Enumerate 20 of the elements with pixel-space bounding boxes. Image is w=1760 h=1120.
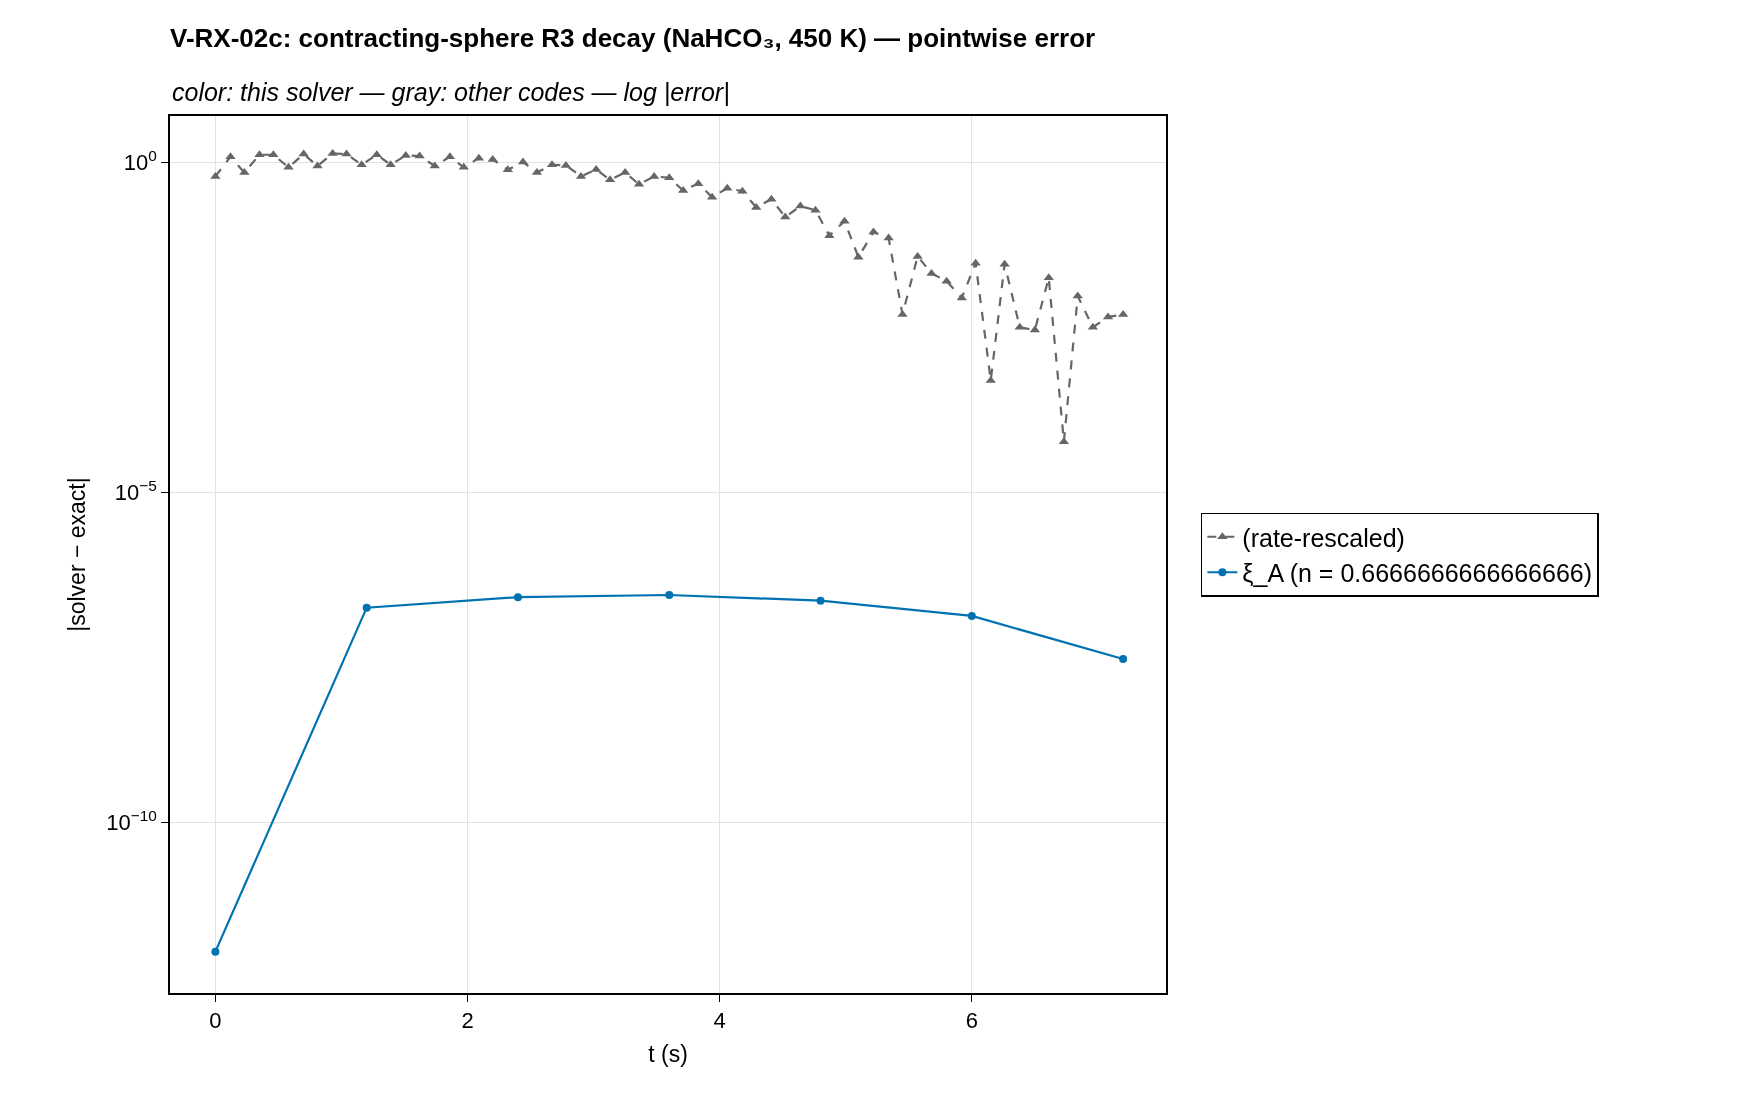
point xyxy=(1119,655,1128,664)
x-tick-label: 6 xyxy=(965,1008,978,1034)
x-tick-label: 2 xyxy=(461,1008,474,1034)
x-tick-label: 4 xyxy=(713,1008,726,1034)
x-axis-title: t (s) xyxy=(648,1041,688,1068)
point xyxy=(362,603,371,612)
y-tick-label: 10$^{0}$ xyxy=(123,147,157,176)
y-tick-label: 10$^{−5}$ xyxy=(114,477,157,506)
y-tick-label: 10$^{−10}$ xyxy=(106,806,157,836)
legend-label: ξ_A (n = 0.6666666666666666) xyxy=(1242,559,1593,587)
point xyxy=(967,611,976,620)
point xyxy=(665,591,674,600)
x-tick-label: 0 xyxy=(209,1008,222,1034)
point xyxy=(513,593,522,602)
legend-label: (rate-rescaled) xyxy=(1242,523,1405,552)
point xyxy=(816,596,825,605)
y-axis-title: |solver − exact| xyxy=(64,477,91,632)
point xyxy=(211,947,220,956)
chart-subtitle: color: this solver — gray: other codes — log |error| xyxy=(172,78,730,106)
chart-title: V-RX-02c: contracting-sphere R3 decay (NaHCO₃, 450 K) — pointwise error xyxy=(170,23,1096,54)
